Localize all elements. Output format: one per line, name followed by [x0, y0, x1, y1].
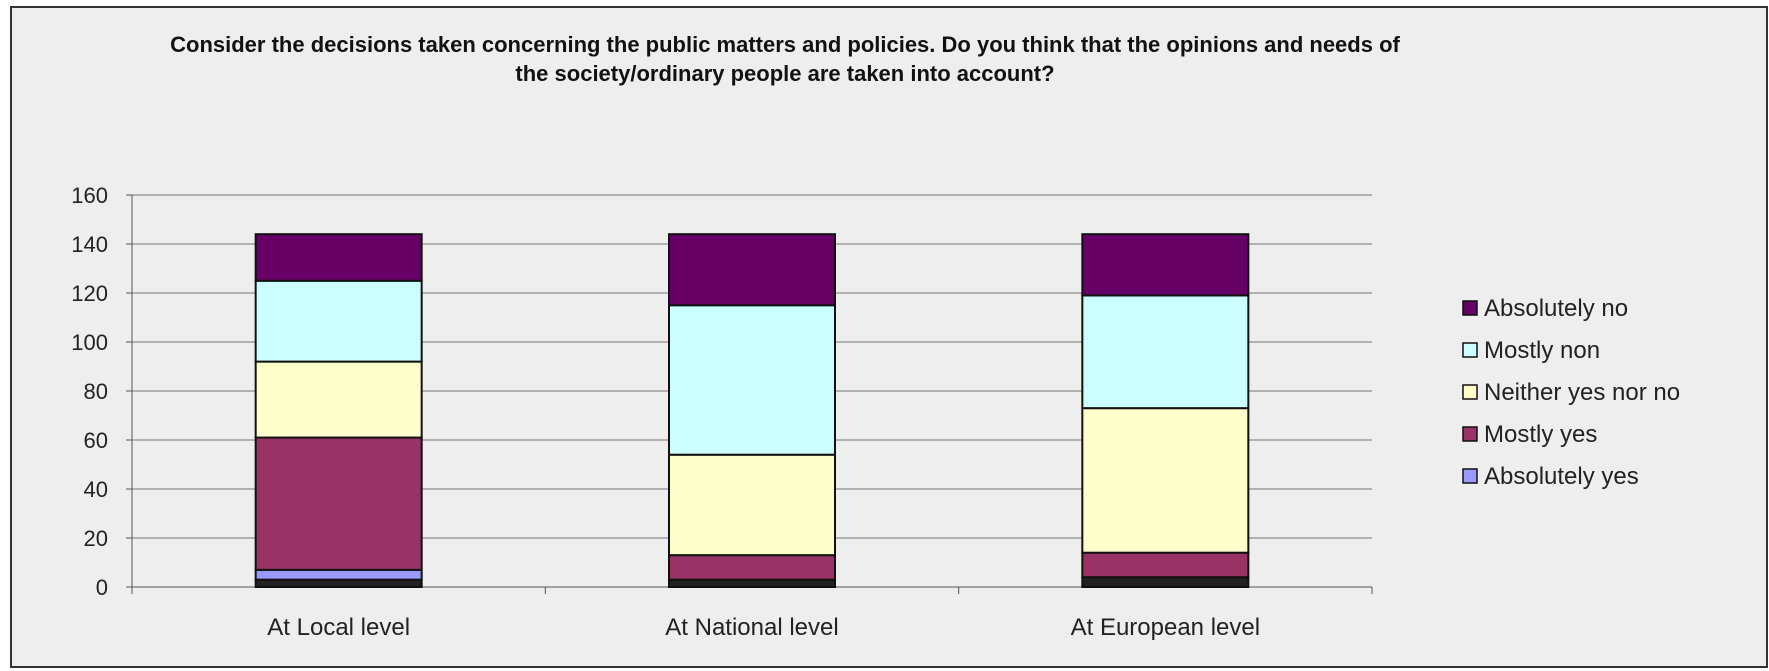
legend-swatch [1462, 300, 1478, 316]
bar-segment [1081, 407, 1250, 554]
chart-title-line-2: the society/ordinary people are taken in… [515, 61, 1055, 86]
bar-segment [254, 578, 423, 589]
y-tick-label: 20 [84, 526, 108, 551]
legend-swatch [1462, 468, 1478, 484]
bar-segment [1081, 576, 1250, 589]
y-tick-label: 60 [84, 428, 108, 453]
bar-segment [1081, 551, 1250, 579]
bar-segment [254, 279, 423, 363]
y-tick-label: 140 [71, 232, 108, 257]
y-tick-label: 160 [71, 183, 108, 208]
bar-segment [668, 578, 836, 589]
y-tick-label: 0 [96, 575, 108, 600]
y-tick-label: 100 [71, 330, 108, 355]
legend-label: Absolutely yes [1484, 463, 1639, 490]
legend-label: Mostly non [1484, 337, 1600, 364]
chart-title-line-1: Consider the decisions taken concerning … [170, 32, 1400, 57]
y-tick-label: 80 [84, 379, 108, 404]
bar-segment [1081, 233, 1250, 297]
bar-segment [668, 453, 836, 557]
bar-segment [668, 554, 836, 581]
bar-segment [1081, 294, 1250, 410]
bar-segment [668, 304, 836, 456]
legend-swatch [1462, 342, 1478, 358]
bar-segment [668, 233, 836, 307]
bar-segment [254, 568, 423, 581]
bar-segment [254, 233, 423, 282]
legend-swatch [1462, 426, 1478, 442]
x-category-label: At National level [665, 614, 838, 641]
y-tick-label: 120 [71, 281, 108, 306]
bar-segment [254, 360, 423, 439]
chart-title: Consider the decisions taken concerning … [10, 30, 1560, 88]
x-category-label: At European level [1071, 614, 1260, 641]
bar-segment [254, 436, 423, 571]
legend-label: Absolutely no [1484, 295, 1628, 322]
y-tick-label: 40 [84, 477, 108, 502]
legend-label: Mostly yes [1484, 421, 1597, 448]
x-category-label: At Local level [267, 614, 410, 641]
legend-swatch [1462, 384, 1478, 400]
legend-label: Neither yes nor no [1484, 379, 1680, 406]
